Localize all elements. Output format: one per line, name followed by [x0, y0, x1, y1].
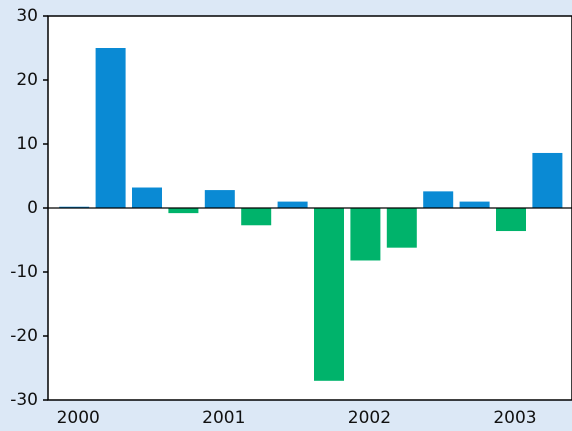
bar: [204, 190, 235, 208]
bar: [314, 208, 344, 381]
y-tick-label: -10: [10, 262, 38, 282]
bar: [459, 201, 490, 208]
x-tick-label: 2003: [493, 408, 536, 428]
y-tick-label: 30: [16, 6, 38, 26]
y-tick-label: 10: [16, 134, 38, 154]
bar: [95, 48, 126, 208]
bar: [496, 208, 526, 232]
x-tick-label: 2002: [348, 408, 391, 428]
bar: [168, 208, 199, 214]
bar: [350, 208, 381, 261]
bar: [423, 191, 454, 208]
bar: [241, 208, 272, 226]
y-tick-label: -20: [10, 326, 38, 346]
y-tick-label: 0: [27, 198, 38, 218]
x-tick-label: 2000: [57, 408, 100, 428]
x-tick-label: 2001: [202, 408, 245, 428]
bar: [277, 201, 308, 208]
bar: [132, 187, 162, 208]
bar: [532, 152, 563, 208]
bar: [386, 208, 417, 248]
bar: [59, 206, 90, 208]
y-tick-label: -30: [10, 390, 38, 410]
y-tick-label: 20: [16, 70, 38, 90]
